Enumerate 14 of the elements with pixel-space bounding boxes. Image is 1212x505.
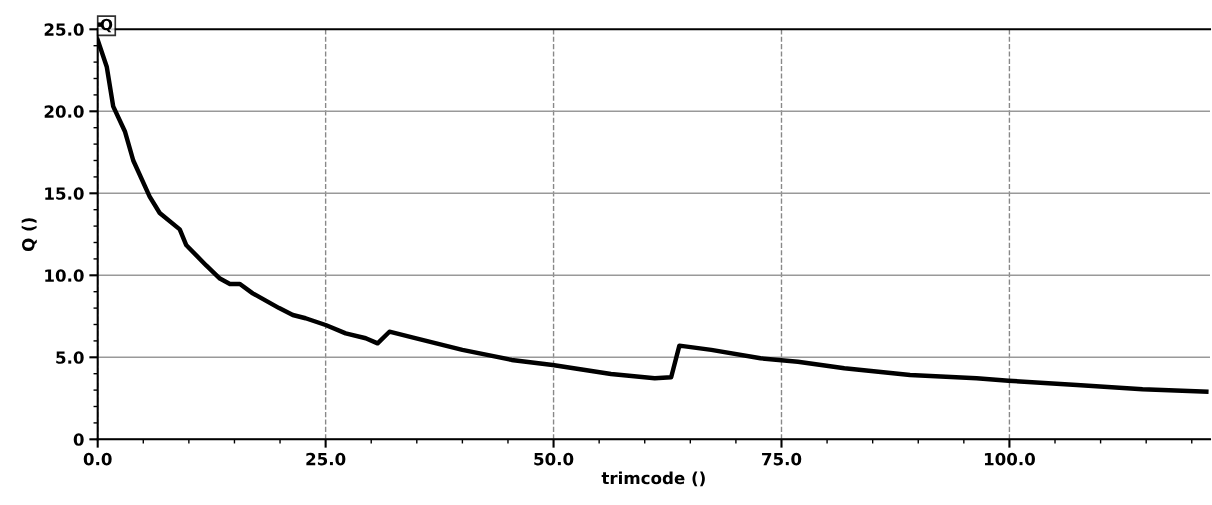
legend-label: Q — [100, 18, 113, 33]
y-tick-label: 10.0 — [45, 269, 84, 282]
x-tick-label: 25.0 — [306, 452, 346, 466]
y-tick-label: 15.0 — [45, 187, 84, 200]
x-tick-label: 75.0 — [762, 452, 802, 466]
y-tick-label: 20.0 — [44, 105, 84, 118]
y-tick-label: 25.0 — [44, 23, 84, 36]
x-axis-title: trimcode () — [601, 471, 705, 487]
y-tick-label: 5.0 — [56, 351, 84, 364]
x-tick-label: 50.0 — [534, 452, 574, 466]
y-tick-label: 0 — [73, 433, 84, 446]
y-axis-title: Q () — [21, 218, 37, 252]
x-tick-label: 100.0 — [984, 452, 1035, 466]
x-tick-label: 0.0 — [83, 452, 112, 466]
